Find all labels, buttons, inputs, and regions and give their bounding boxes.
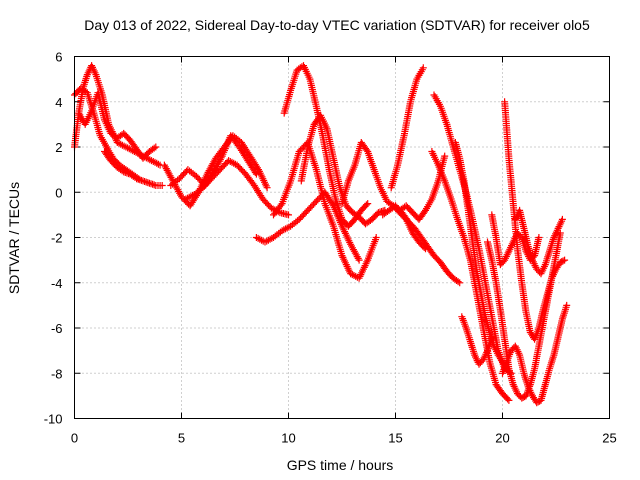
x-tick-label: 0	[71, 431, 78, 446]
x-tick-label: 5	[178, 431, 185, 446]
series-arc-24	[511, 206, 566, 278]
y-tick-label: -2	[51, 231, 63, 246]
data-point	[328, 200, 336, 208]
data-point	[150, 144, 158, 152]
data-point	[263, 184, 271, 192]
y-tick-label: -8	[51, 366, 63, 381]
series-arc-9	[270, 139, 380, 282]
data-point	[558, 215, 566, 223]
data-point	[535, 234, 543, 241]
series-arc-17	[428, 148, 513, 404]
data-point	[563, 301, 571, 309]
x-tick-label: 25	[602, 431, 616, 446]
y-tick-labels: -10 -8 -6 -4 -2 0 2 4 6	[44, 50, 63, 427]
data-point	[364, 200, 372, 208]
y-tick-label: 6	[55, 50, 62, 65]
data-point	[456, 279, 464, 287]
data-point	[217, 154, 225, 162]
series-arc-13	[379, 202, 464, 287]
y-tick-label: 0	[55, 185, 62, 200]
data-point	[131, 174, 139, 181]
data-point	[559, 257, 567, 265]
data-point	[154, 160, 162, 168]
x-tick-label: 15	[388, 431, 402, 446]
data-points	[71, 62, 571, 407]
y-tick-label: 4	[55, 95, 62, 110]
y-tick-label: -4	[51, 276, 63, 291]
data-point	[441, 152, 449, 160]
data-point	[505, 396, 513, 404]
data-point	[454, 278, 462, 286]
y-axis-label: SDTVAR / TECUs	[6, 182, 22, 294]
y-tick-label: -10	[44, 412, 63, 427]
x-tick-labels: 0 5 10 15 20 25	[71, 431, 617, 446]
data-point	[285, 211, 292, 219]
y-tick-label: 2	[55, 140, 62, 155]
data-point	[152, 143, 160, 151]
series-arc-22	[501, 98, 569, 343]
data-point	[118, 167, 126, 175]
data-point	[277, 201, 285, 209]
series-arc-6	[167, 132, 260, 189]
data-point	[252, 170, 260, 178]
series-arc-4	[101, 148, 166, 189]
grid	[74, 56, 610, 419]
series-arc-12	[338, 139, 429, 253]
series-arc-15	[396, 152, 449, 223]
data-point	[354, 254, 362, 262]
data-point	[362, 201, 370, 209]
series-arc-8	[252, 188, 363, 264]
data-point	[251, 169, 259, 176]
chart-title: Day 013 of 2022, Sidereal Day-to-day VTE…	[84, 17, 590, 33]
series-arc-11	[297, 111, 389, 228]
x-tick-label: 10	[281, 431, 295, 446]
x-tick-label: 20	[495, 431, 509, 446]
data-point	[488, 333, 496, 341]
data-point	[561, 256, 569, 264]
plot-frame	[74, 56, 610, 419]
series-arc-7	[182, 157, 292, 219]
y-tick-label: -6	[51, 321, 63, 336]
series-arc-3	[75, 89, 160, 162]
data-point	[158, 182, 166, 189]
data-point	[419, 64, 427, 72]
x-axis-label: GPS time / hours	[287, 457, 394, 473]
data-point	[504, 395, 512, 403]
data-point	[355, 256, 363, 264]
series-arc-18	[451, 139, 511, 373]
series-arc-19	[458, 313, 496, 368]
series-arc-14	[387, 64, 427, 192]
series-arc-21	[499, 301, 571, 407]
data-point	[372, 234, 380, 241]
